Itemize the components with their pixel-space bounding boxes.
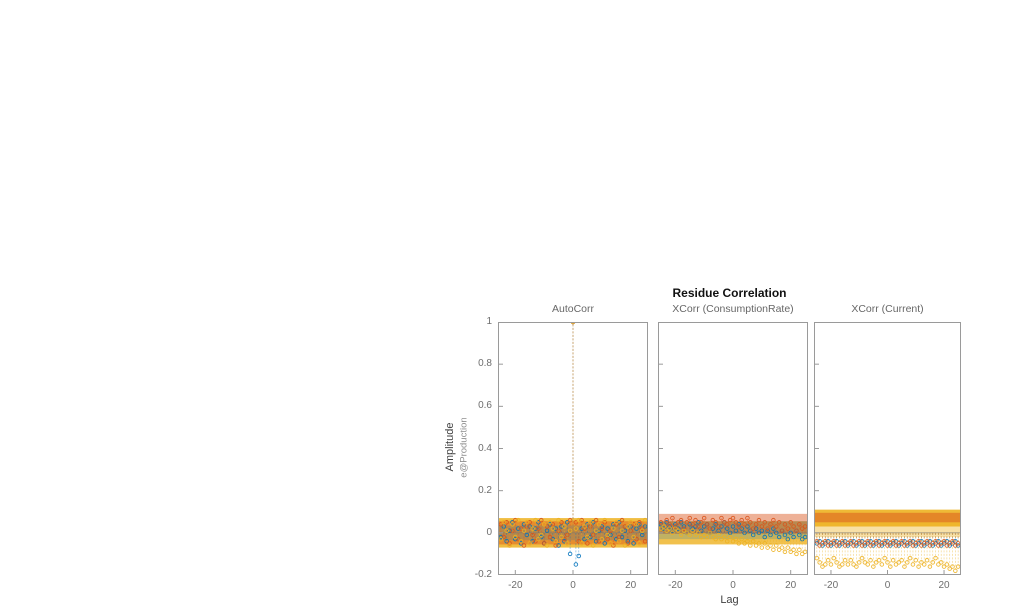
- tick-label: -20: [823, 580, 839, 591]
- subplot-title-xcorr-consumptionrate: XCorr (ConsumptionRate): [672, 303, 794, 315]
- tick-label: 20: [785, 580, 797, 591]
- y-axis-label: Amplitude: [444, 422, 456, 472]
- subplot-title-autocorr: AutoCorr: [551, 303, 594, 315]
- tick-label: 20: [625, 580, 637, 591]
- tick-label: -20: [508, 580, 523, 591]
- tick-label: -20: [668, 580, 683, 591]
- subplot-plot-area-2: [814, 322, 961, 575]
- tick-label: 0.2: [478, 484, 492, 496]
- tick-label: 1: [486, 316, 492, 327]
- tick-label: 20: [938, 580, 950, 591]
- tick-label: 0.6: [478, 400, 492, 412]
- tick-label: 0.8: [478, 358, 492, 370]
- subplot-title-xcorr-current: XCorr (Current): [851, 303, 924, 315]
- tick-label: -0.2: [474, 569, 492, 580]
- tick-label: 0.4: [478, 442, 492, 454]
- tick-label: 0: [730, 580, 736, 591]
- tick-label: 0: [884, 580, 891, 591]
- figure-title: Residue Correlation: [672, 286, 787, 300]
- subplot-plot-area-0: [498, 322, 648, 575]
- tick-label: 0: [486, 526, 492, 538]
- subplot-plot-area-1: [658, 322, 808, 575]
- tick-label: 0: [570, 580, 576, 591]
- x-axis-label: Lag: [720, 594, 739, 606]
